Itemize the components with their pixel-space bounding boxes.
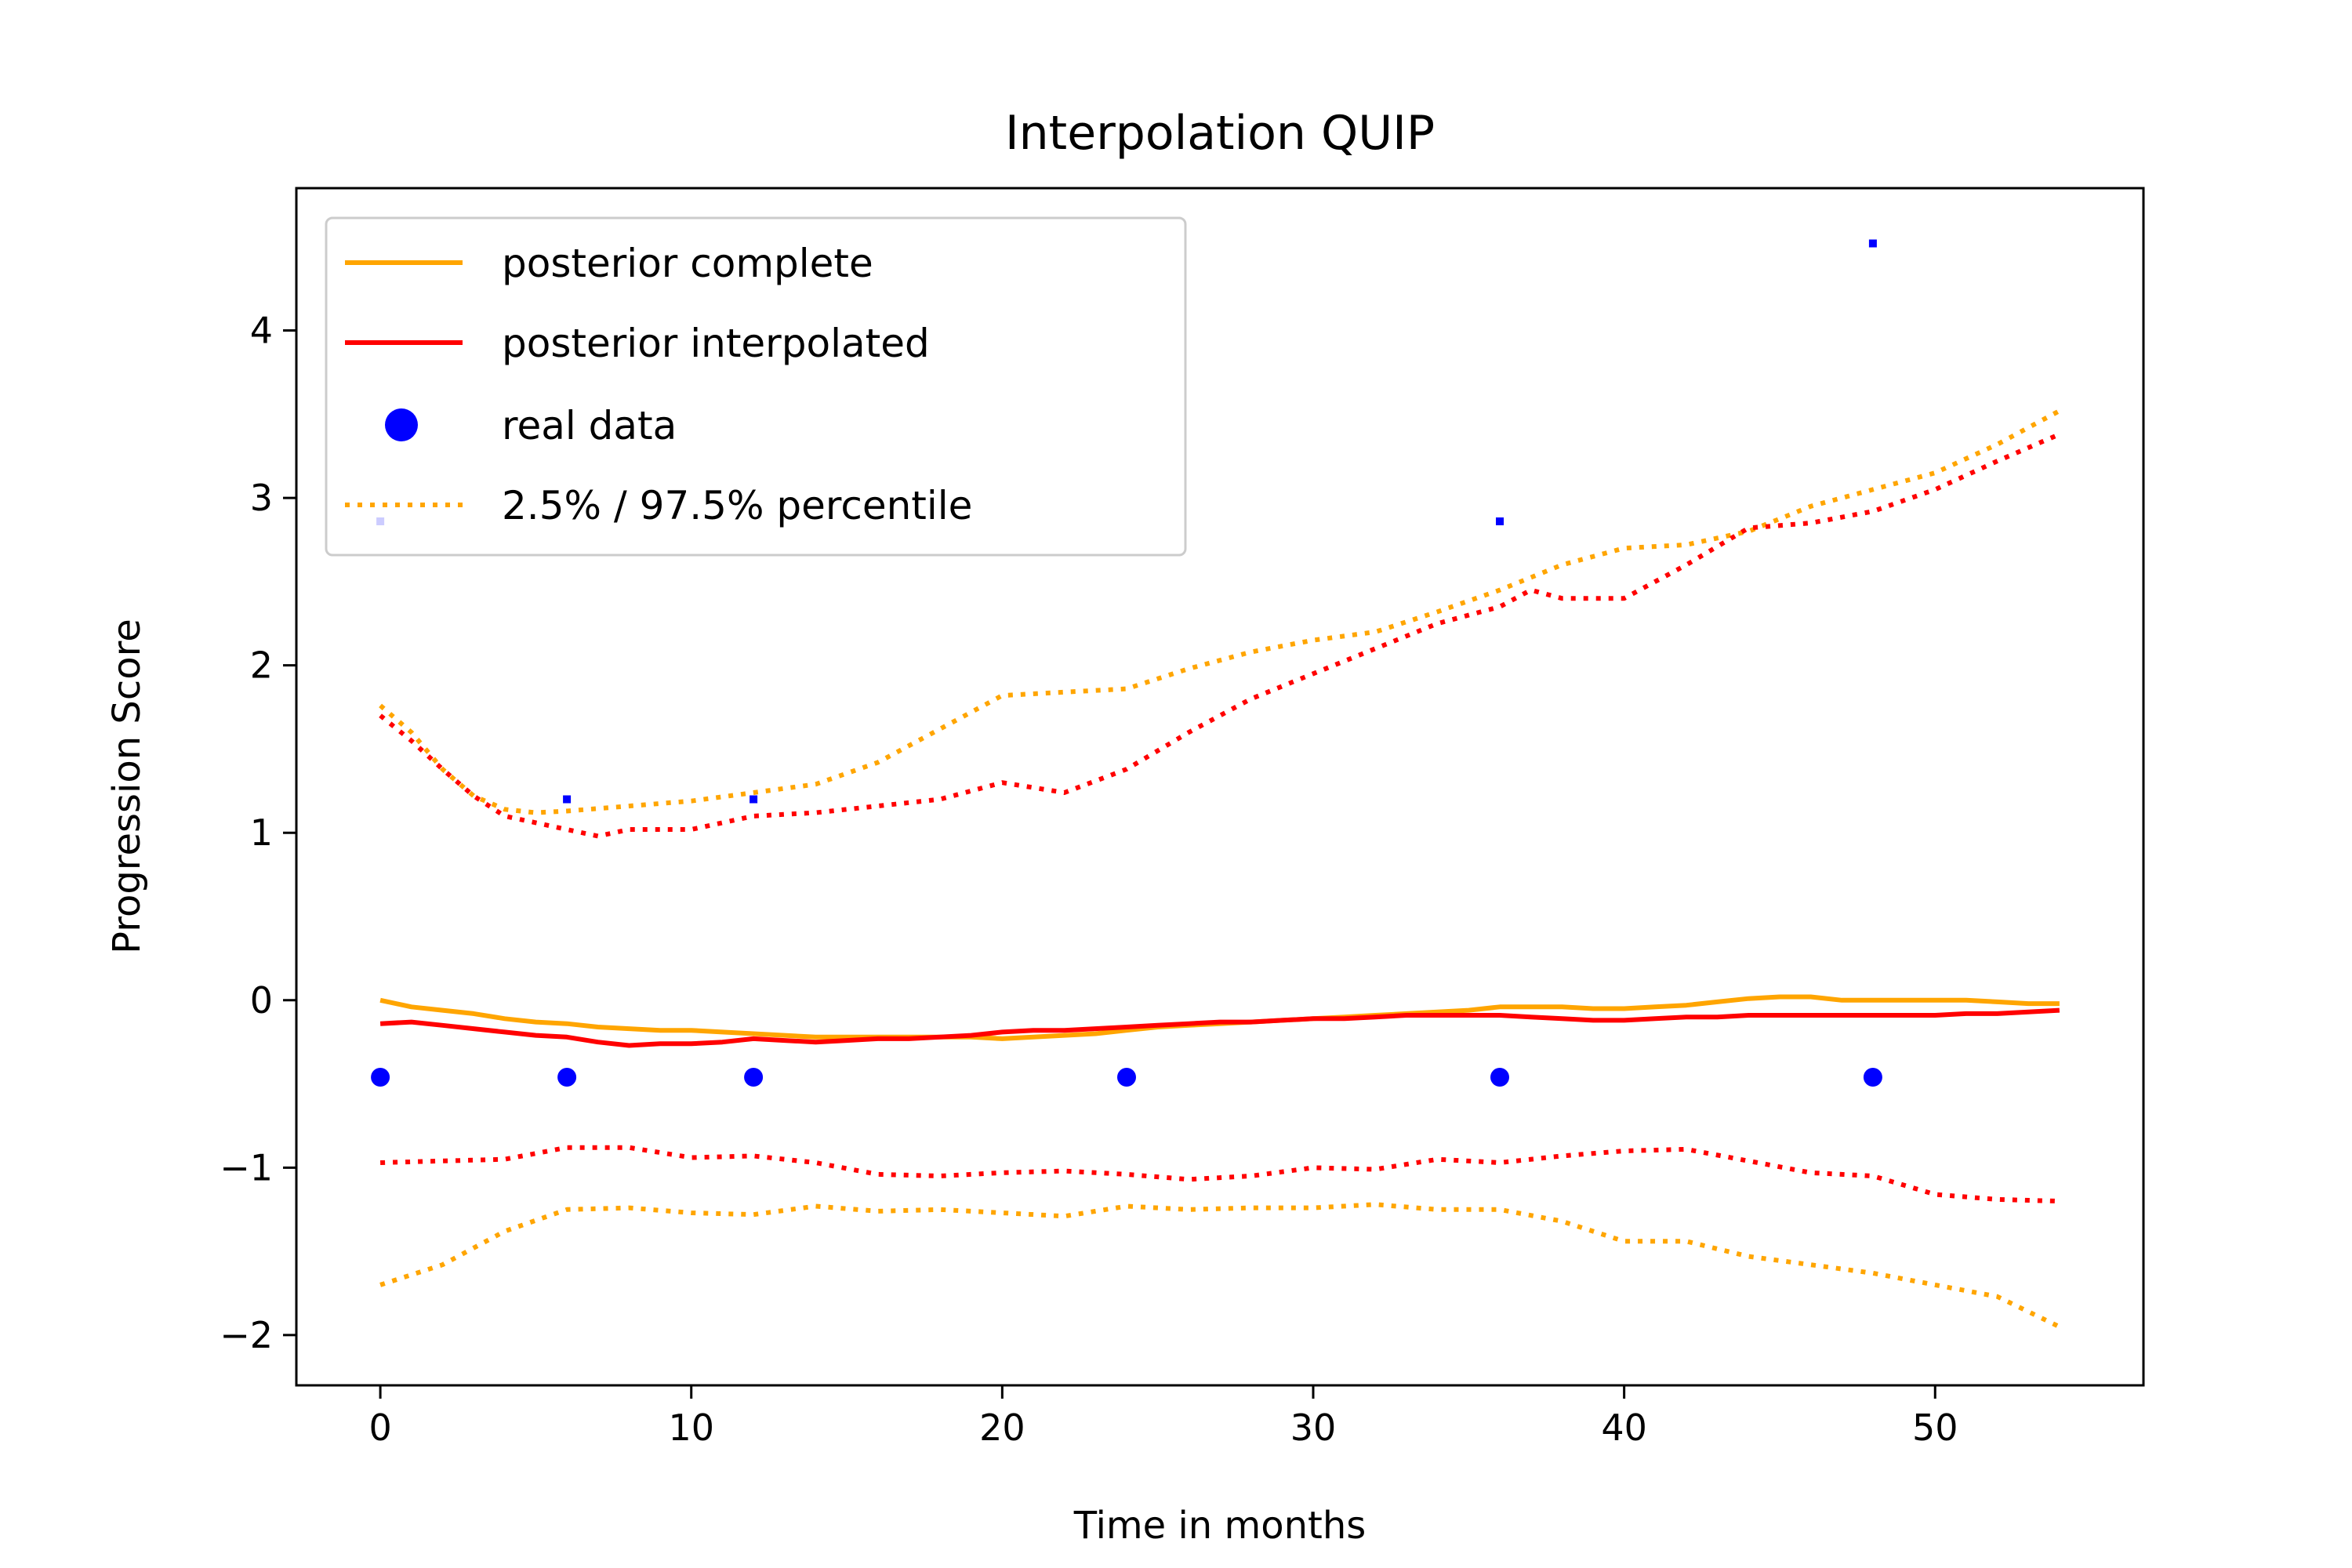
real-data-point bbox=[744, 1068, 764, 1087]
series-line-bound-4 bbox=[380, 1145, 2060, 1204]
y-tick-label: −2 bbox=[220, 1314, 273, 1356]
real-data-small-point bbox=[1868, 239, 1877, 248]
series-layer bbox=[379, 408, 2061, 1329]
points-layer bbox=[371, 239, 1882, 1087]
legend-label-posterior-interpolated: posterior interpolated bbox=[502, 321, 930, 366]
legend: posterior complete posterior interpolate… bbox=[325, 216, 1187, 557]
y-tick-label: −1 bbox=[220, 1146, 273, 1189]
real-data-point bbox=[1117, 1068, 1136, 1087]
x-tick-label: 50 bbox=[1912, 1406, 1958, 1449]
legend-label-posterior-complete: posterior complete bbox=[502, 241, 873, 286]
series-line-bound-3 bbox=[379, 432, 2061, 839]
real-data-point bbox=[1863, 1068, 1882, 1087]
x-axis-label: Time in months bbox=[1073, 1504, 1367, 1548]
chart-title: Interpolation QUIP bbox=[1005, 106, 1435, 161]
legend-label-real-data: real data bbox=[502, 403, 677, 448]
x-axis: 0 10 20 30 40 50 bbox=[368, 1385, 1958, 1449]
legend-swatch-real-data bbox=[385, 408, 418, 441]
real-data-point bbox=[1490, 1068, 1509, 1087]
y-axis: −2 −1 0 1 2 3 4 bbox=[220, 310, 296, 1356]
x-tick-label: 30 bbox=[1290, 1406, 1337, 1449]
y-axis-label: Progression Score bbox=[105, 619, 149, 954]
axes-frame bbox=[295, 187, 2145, 1387]
x-tick-label: 10 bbox=[668, 1406, 714, 1449]
x-tick-label: 20 bbox=[979, 1406, 1025, 1449]
y-tick-label: 1 bbox=[250, 811, 273, 854]
real-data-small-point bbox=[563, 795, 572, 804]
y-tick-label: 3 bbox=[250, 477, 273, 519]
legend-label-percentile: 2.5% / 97.5% percentile bbox=[502, 483, 972, 528]
y-tick-label: 4 bbox=[250, 310, 273, 352]
x-tick-label: 0 bbox=[368, 1406, 391, 1449]
series-line-bound-5 bbox=[379, 1202, 2061, 1329]
plot-area bbox=[295, 187, 2145, 1387]
real-data-small-point bbox=[750, 795, 758, 804]
y-tick-label: 2 bbox=[250, 644, 273, 687]
real-data-small-point bbox=[1496, 517, 1504, 525]
x-tick-label: 40 bbox=[1601, 1406, 1647, 1449]
y-tick-label: 0 bbox=[250, 979, 273, 1022]
real-data-point bbox=[371, 1068, 390, 1087]
real-data-point bbox=[557, 1068, 577, 1087]
legend-box bbox=[325, 216, 1187, 557]
series-line-posterior-interpolated bbox=[379, 1007, 2060, 1048]
